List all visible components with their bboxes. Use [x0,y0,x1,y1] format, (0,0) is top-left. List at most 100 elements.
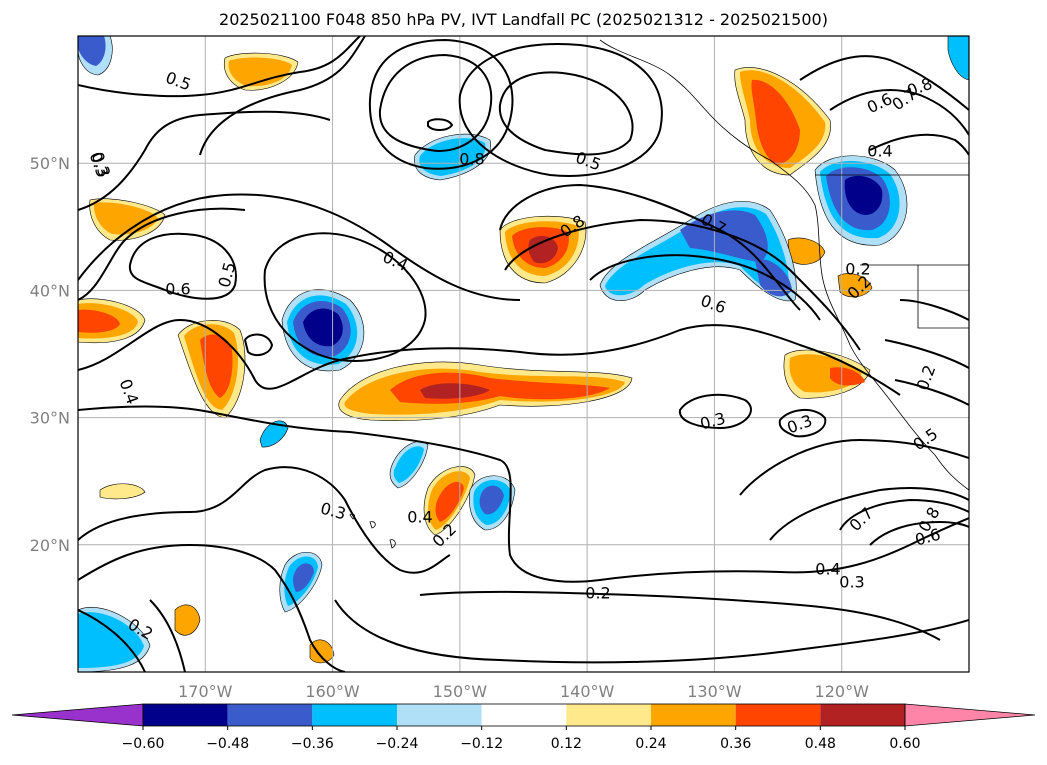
contour-line [778,409,827,438]
cool-blob [393,446,424,483]
contour-line [243,333,274,357]
cool-blob [680,210,768,262]
y-tick-label: 30°N [30,409,70,428]
contour-line [427,118,454,131]
colorbar-outline [142,703,906,727]
contour-line [78,609,146,672]
coastlines [349,39,969,549]
contour-label: 0.3 [839,573,864,592]
contour-line [378,53,493,152]
contour-line [78,207,246,301]
colorbar-tick-label: 0.36 [720,736,751,752]
warm-blob [309,639,335,664]
contour-line [263,232,427,362]
contour-label: 0.4 [815,560,840,579]
contour-label: 0.4 [407,508,432,527]
y-tick-label: 20°N [30,536,70,555]
cool-blob [78,36,106,66]
state-borders [815,174,969,329]
colorbar-swatch [651,704,736,726]
y-tick-label: 50°N [30,154,70,173]
colorbar-tick-label: −0.48 [206,736,249,752]
warm-blob [420,383,490,399]
contour-line [589,254,821,321]
contour-line [78,36,361,98]
x-tick-label: 140°W [560,682,615,701]
contour-line [894,379,969,406]
contour-line [78,466,451,574]
colorbar-swatch [820,704,905,726]
gridlines [78,36,969,672]
contour-line [334,599,969,664]
contour-line [498,71,634,156]
map-frame [77,35,970,673]
contour-line [78,318,901,396]
colorbar-tick-label: 0.24 [635,736,666,752]
colorbar-swatch [481,704,567,726]
y-tick-label: 40°N [30,281,70,300]
contour-line [829,89,969,136]
warm-blob [837,273,873,298]
colorbar-tick-labels: −0.60 −0.48 −0.36 −0.24 −0.12 0.12 0.24 0.36 0.4… [122,726,921,752]
contour-label: 0.2 [585,584,610,603]
contour-lines [78,36,969,672]
contour-line [678,393,752,430]
colorbar-swatch [566,704,651,726]
contour-line [769,487,969,541]
colorbar-tick-label: 0.48 [805,736,836,752]
warm-blob [228,57,292,87]
warm-blob [99,483,146,500]
cool-blob [293,563,314,592]
warm-blob [78,309,120,333]
colorbar-extend-high [904,703,1036,727]
contour-line [149,599,186,672]
colorbar-tick-label: −0.36 [291,736,334,752]
x-tick-label: 120°W [815,682,870,701]
x-tick-label: 170°W [178,682,233,701]
colorbar-swatch [397,704,482,726]
contour-line [458,43,663,177]
colorbar-swatch [735,704,821,726]
warm-blob [528,235,558,264]
contour-line [78,543,346,672]
x-tick-label: 150°W [433,682,488,701]
colorbar [11,703,1036,727]
x-tick-label: 160°W [305,682,360,701]
contour-label: 0.4 [867,142,892,161]
contour-line [78,405,969,583]
contour-line [899,299,969,321]
contour-label: 0.2 [845,260,870,279]
contour-line [419,590,941,641]
cool-blob [844,175,883,215]
x-tick-label: 130°W [687,682,742,701]
colorbar-swatch [312,704,397,726]
coastline-north-america [599,39,969,491]
contour-line [78,110,331,211]
chart-title: 2025021100 F048 850 hPa PV, IVT Landfall… [219,10,828,29]
cool-blob [259,420,289,448]
contour-line [799,55,969,111]
hawaii-islands [349,513,396,549]
warm-blob [200,334,233,398]
warm-blob [435,481,464,522]
cool-blob [78,612,144,668]
warm-blob [787,237,826,265]
colorbar-tick-label: 0.60 [889,736,920,752]
contour-line [199,36,366,156]
contour-line [739,438,969,496]
contour-label: 0.6 [165,280,190,299]
contour-line [869,133,969,156]
colorbar-tick-label: −0.24 [376,736,419,752]
contour-line [869,520,969,546]
contour-line [839,498,969,531]
cool-blob [479,485,504,515]
colorbar-extend-low [11,703,144,727]
x-tick-labels: 170°W 160°W 150°W 140°W 130°W 120°W [178,682,869,701]
colorbar-tick-label: 0.12 [551,736,582,752]
warm-blob [830,367,865,386]
colorbar-swatch [143,704,228,726]
contour-line [78,193,521,301]
warm-blob [174,604,201,636]
y-tick-labels: 20°N 30°N 40°N 50°N [30,154,70,555]
